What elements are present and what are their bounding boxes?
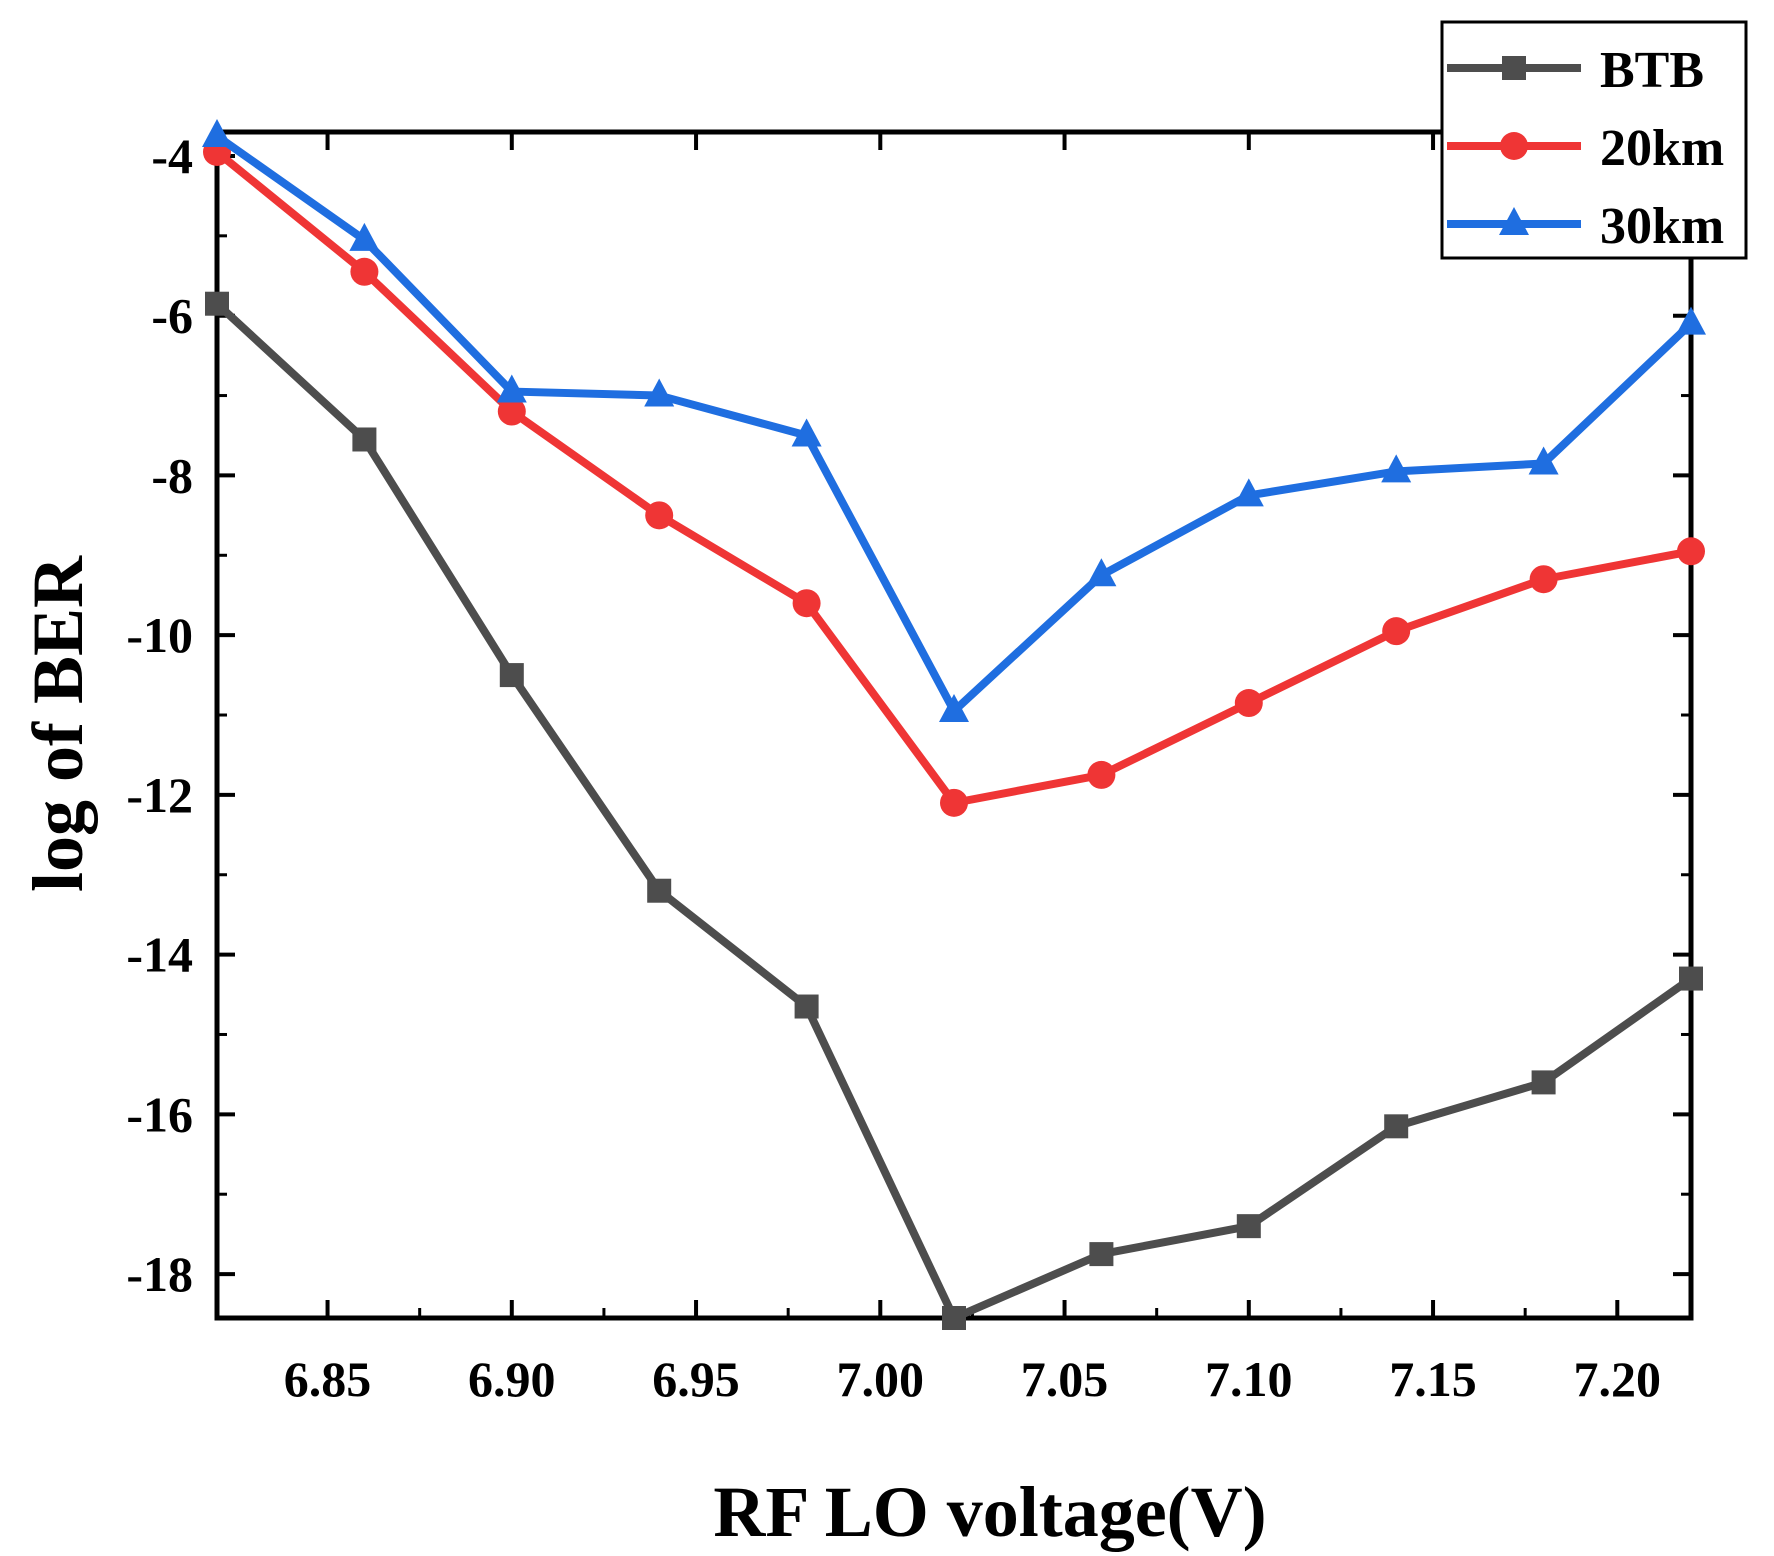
legend-marker-square [1502,56,1526,80]
data-point-20km [1382,617,1411,646]
x-tick-label: 7.10 [1205,1351,1293,1407]
legend-item-30km[interactable]: 30km [1447,198,1724,255]
x-axis: 6.85 6.90 6.95 7.00 7.05 7.10 7.15 7.20 [284,132,1661,1407]
x-tick-label: 7.00 [837,1351,925,1407]
data-point-btb [205,291,229,316]
y-tick-label: -6 [151,288,193,344]
data-point-30km [1528,446,1559,475]
legend-marker-triangle [1499,207,1529,235]
legend-label: 30km [1600,198,1724,255]
data-point-btb [499,663,524,688]
data-point-20km [497,397,526,426]
data-point-30km [644,378,675,407]
data-point-btb [794,994,819,1019]
series-30km [202,118,1706,723]
y-tick-label: -10 [126,607,193,663]
data-point-30km [939,694,969,723]
legend-label: 20km [1600,120,1724,177]
series-layer [202,118,1706,1330]
data-point-20km [1087,760,1116,789]
data-point-20km [792,589,821,618]
data-point-20km [1677,537,1705,566]
data-point-30km [202,118,232,147]
x-axis-title: RF LO voltage(V) [713,1472,1266,1552]
data-point-btb [647,878,672,903]
data-point-20km [645,501,674,530]
legend-item-btb[interactable]: BTB [1447,42,1704,99]
data-point-btb [1384,1114,1409,1139]
y-tick-label: -12 [126,767,193,823]
y-tick-label: -16 [126,1086,193,1142]
series-btb [205,291,1703,1330]
data-point-20km [1529,565,1558,594]
data-point-20km [350,257,379,286]
plot-frame [214,129,1694,1321]
x-tick-label: 6.85 [284,1351,372,1407]
y-axis-title: log of BER [18,555,98,892]
legend-item-20km[interactable]: 20km [1447,120,1724,177]
legend-frame [1440,20,1748,260]
data-point-30km [1233,478,1264,507]
data-point-30km [1676,306,1706,335]
y-tick-label: -8 [151,447,193,503]
data-point-btb [1089,1242,1114,1267]
data-point-btb [1531,1070,1556,1095]
series-20km [203,137,1705,817]
data-point-btb [352,427,377,452]
data-point-btb [942,1306,966,1330]
x-tick-label: 7.15 [1389,1351,1477,1407]
data-point-btb [1679,966,1703,991]
y-axis: -4 -6 -8 -10 -12 -14 -16 -18 [126,128,1691,1302]
y-tick-label: -18 [126,1246,193,1302]
y-tick-label: -4 [151,128,193,184]
x-tick-label: 6.90 [468,1351,556,1407]
x-tick-label: 6.95 [652,1351,740,1407]
data-point-30km [1381,454,1412,483]
x-tick-label: 7.05 [1021,1351,1109,1407]
data-point-30km [349,222,380,251]
data-point-30km [791,418,822,447]
data-point-20km [1234,689,1263,718]
y-tick-label: -14 [126,927,193,983]
legend-marker-circle [1500,132,1528,160]
data-point-30km [1086,558,1117,587]
data-point-30km [496,374,527,403]
x-tick-label: 7.20 [1574,1351,1662,1407]
legend-label: BTB [1600,42,1704,99]
data-point-btb [1236,1214,1261,1239]
data-point-20km [940,788,968,817]
legend[interactable]: BTB 20km 30km [1440,20,1748,260]
